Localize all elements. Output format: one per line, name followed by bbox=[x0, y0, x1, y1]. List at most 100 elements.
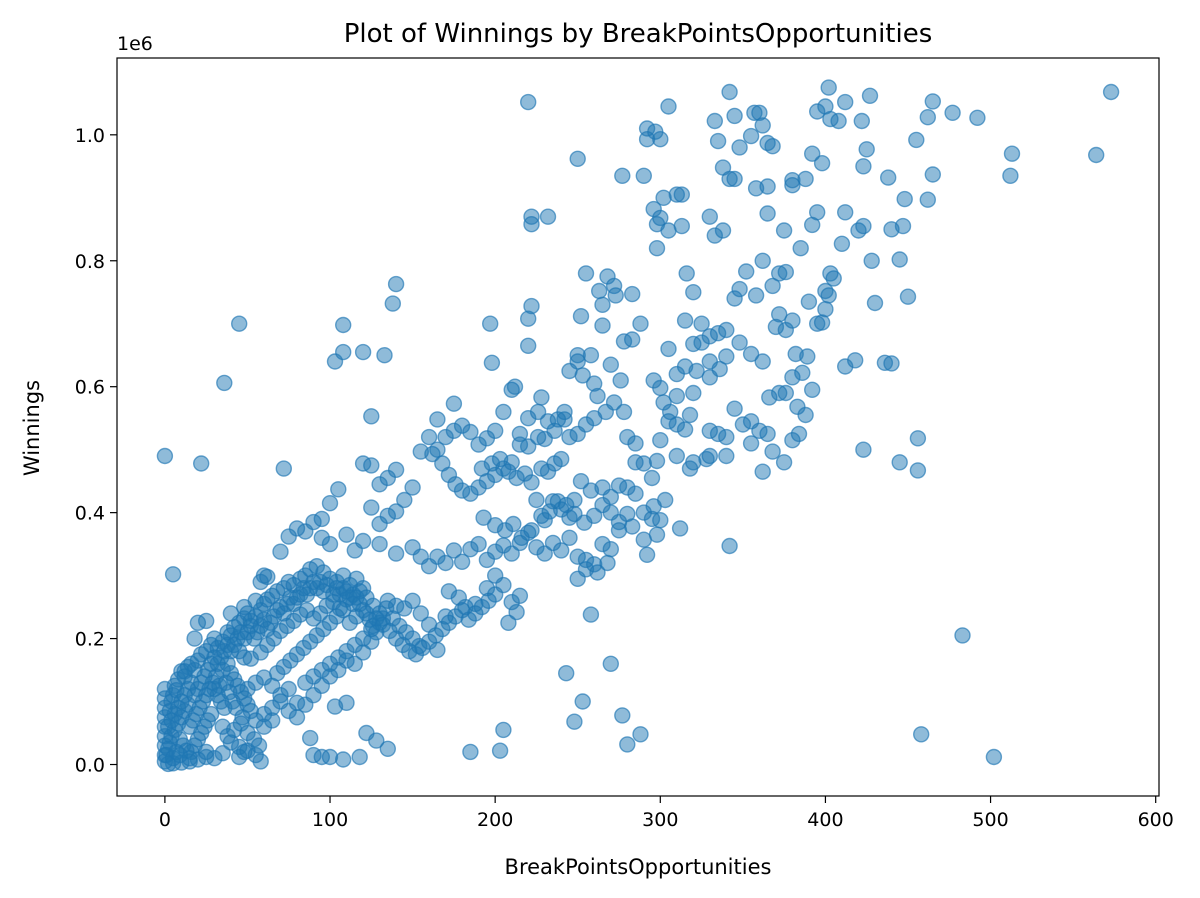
data-point bbox=[197, 743, 215, 761]
data-point bbox=[553, 450, 570, 468]
data-point bbox=[230, 315, 248, 332]
data-point bbox=[321, 495, 339, 512]
data-point bbox=[726, 400, 743, 417]
data-point bbox=[624, 285, 641, 303]
data-point bbox=[591, 282, 608, 300]
data-point bbox=[247, 592, 264, 609]
data-point bbox=[701, 208, 718, 225]
data-point bbox=[891, 454, 908, 471]
data-point bbox=[685, 384, 702, 402]
data-point bbox=[685, 284, 702, 301]
y-tick-label: 0.2 bbox=[75, 629, 105, 651]
data-point bbox=[363, 499, 380, 516]
data-point bbox=[335, 751, 352, 768]
data-point bbox=[561, 529, 578, 546]
data-point bbox=[495, 721, 512, 739]
data-point bbox=[652, 512, 669, 529]
data-point bbox=[662, 403, 679, 421]
data-point bbox=[944, 104, 961, 122]
y-tick-label: 0.8 bbox=[75, 251, 105, 273]
data-point bbox=[804, 145, 821, 162]
data-point bbox=[919, 108, 936, 126]
data-point bbox=[335, 316, 352, 334]
data-point bbox=[761, 389, 778, 406]
data-point bbox=[775, 454, 793, 471]
data-point bbox=[668, 365, 685, 383]
data-point bbox=[335, 343, 352, 361]
data-point bbox=[899, 288, 917, 305]
data-point bbox=[491, 450, 509, 468]
data-point bbox=[731, 280, 748, 298]
data-point bbox=[863, 252, 880, 269]
data-point bbox=[833, 235, 851, 253]
data-point bbox=[572, 308, 590, 325]
data-point bbox=[396, 491, 413, 509]
data-point bbox=[440, 583, 458, 600]
data-point bbox=[754, 252, 771, 269]
data-point bbox=[784, 369, 801, 386]
data-point bbox=[566, 713, 583, 730]
data-point bbox=[919, 191, 936, 208]
data-point bbox=[731, 334, 748, 351]
data-point bbox=[487, 422, 504, 439]
data-point bbox=[726, 107, 743, 125]
data-point bbox=[384, 295, 401, 312]
data-point bbox=[673, 217, 690, 235]
data-point bbox=[520, 337, 537, 354]
data-point bbox=[775, 222, 793, 239]
data-point bbox=[569, 150, 586, 168]
data-point bbox=[742, 127, 760, 145]
chart-title: Plot of Winnings by BreakPointsOpportuni… bbox=[344, 19, 933, 49]
data-point bbox=[714, 159, 732, 176]
data-point bbox=[896, 190, 913, 208]
data-point bbox=[475, 509, 492, 526]
x-tick-label: 0 bbox=[159, 809, 171, 831]
data-point bbox=[216, 374, 233, 392]
data-point bbox=[709, 132, 727, 150]
data-point bbox=[657, 491, 674, 509]
data-point bbox=[678, 265, 695, 282]
data-point bbox=[487, 586, 504, 603]
data-point bbox=[577, 265, 595, 282]
data-point bbox=[594, 317, 611, 334]
data-point bbox=[624, 331, 641, 348]
data-point bbox=[638, 546, 656, 563]
data-point bbox=[924, 93, 941, 110]
data-point bbox=[759, 205, 776, 222]
data-point bbox=[171, 746, 189, 764]
data-point bbox=[652, 432, 669, 449]
data-point bbox=[908, 131, 925, 149]
data-point bbox=[338, 526, 355, 543]
data-point bbox=[505, 515, 522, 533]
data-point bbox=[376, 347, 393, 364]
x-tick-label: 100 bbox=[312, 809, 348, 831]
x-tick-label: 200 bbox=[477, 809, 513, 831]
data-point bbox=[599, 554, 616, 572]
data-point bbox=[259, 568, 276, 586]
data-point bbox=[387, 461, 405, 478]
data-point bbox=[685, 454, 702, 471]
data-point bbox=[668, 447, 685, 465]
data-point bbox=[605, 394, 623, 411]
data-point bbox=[503, 381, 520, 398]
x-tick-label: 400 bbox=[807, 809, 843, 831]
data-point bbox=[558, 665, 575, 682]
data-point bbox=[429, 411, 446, 428]
data-point bbox=[528, 491, 545, 509]
data-point bbox=[602, 356, 619, 373]
data-point bbox=[742, 435, 760, 452]
data-point bbox=[671, 520, 689, 537]
data-point bbox=[635, 167, 652, 185]
data-point bbox=[275, 460, 292, 477]
data-point bbox=[586, 410, 603, 427]
data-point bbox=[855, 441, 872, 458]
data-point bbox=[800, 293, 818, 310]
data-point bbox=[777, 263, 794, 281]
x-axis-label: BreakPointsOpportunities bbox=[505, 855, 772, 879]
data-point bbox=[612, 372, 629, 389]
data-point bbox=[503, 545, 520, 562]
data-point bbox=[894, 217, 912, 235]
data-point bbox=[338, 694, 355, 711]
y-axis-offset-label: 1e6 bbox=[117, 33, 153, 55]
data-point bbox=[354, 532, 372, 550]
